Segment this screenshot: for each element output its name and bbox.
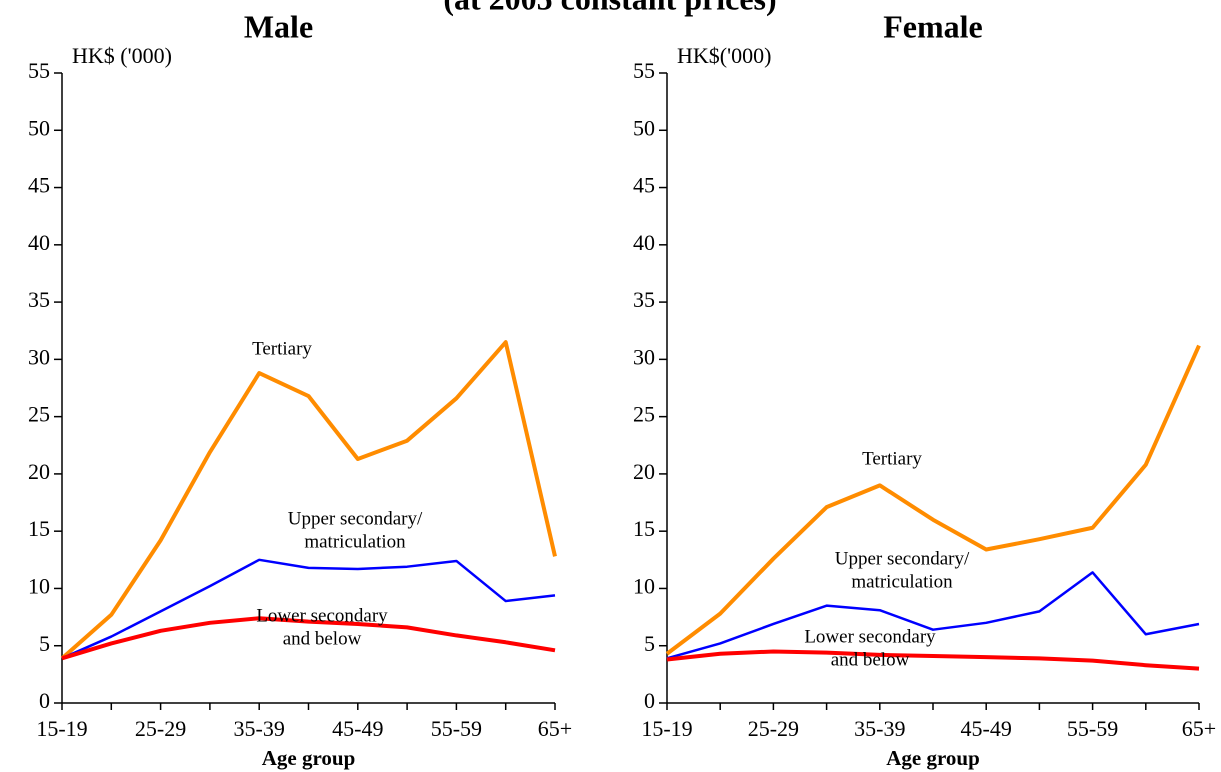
series-label: Lower secondary [256,605,388,626]
y-tick-label: 5 [39,631,50,656]
x-tick-label: 45-49 [961,716,1012,741]
x-tick-label: 15-19 [641,716,692,741]
series-line [61,558,556,660]
y-tick-label: 10 [633,574,655,599]
series-label: and below [283,628,362,649]
y-tick-label: 45 [28,173,50,198]
panel-title: Male [244,8,313,44]
series-label: matriculation [851,571,953,592]
series-label: Tertiary [252,338,312,359]
y-tick-label: 35 [633,287,655,312]
y-tick-label: 5 [644,631,655,656]
y-axis-label: HK$('000) [677,43,771,68]
y-tick-label: 0 [644,688,655,713]
x-tick-label: 35-39 [854,716,905,741]
y-tick-label: 10 [28,574,50,599]
y-tick-label: 55 [28,58,50,83]
y-tick-label: 30 [28,344,50,369]
page-title: (at 2005 constant prices) [443,0,776,16]
x-tick-label: 55-59 [431,716,482,741]
series-line [665,344,1201,656]
y-tick-label: 20 [28,459,50,484]
x-tick-label: 65+ [538,716,572,741]
y-tick-label: 50 [28,115,50,140]
y-tick-label: 25 [28,402,50,427]
y-tick-label: 55 [633,58,655,83]
series-label: Upper secondary/ [835,548,970,569]
series-line [60,340,557,660]
x-tick-label: 25-29 [135,716,186,741]
x-axis-label: Age group [886,746,980,770]
y-tick-label: 35 [28,287,50,312]
y-axis-label: HK$ ('000) [72,43,172,68]
x-tick-label: 25-29 [748,716,799,741]
y-tick-label: 15 [633,516,655,541]
y-tick-label: 45 [633,173,655,198]
x-tick-label: 45-49 [332,716,383,741]
series-line [61,616,556,661]
series-line [666,649,1200,671]
series-line [666,571,1200,660]
y-tick-label: 40 [28,230,50,255]
y-tick-label: 25 [633,402,655,427]
y-tick-label: 50 [633,115,655,140]
x-tick-label: 55-59 [1067,716,1118,741]
panel-title: Female [883,8,983,44]
y-tick-label: 15 [28,516,50,541]
series-label: Tertiary [862,448,922,469]
series-label: Lower secondary [804,626,936,647]
y-tick-label: 40 [633,230,655,255]
x-tick-label: 15-19 [36,716,87,741]
y-tick-label: 20 [633,459,655,484]
y-tick-label: 0 [39,688,50,713]
series-label: Upper secondary/ [288,508,423,529]
series-label: and below [831,649,910,670]
y-tick-label: 30 [633,344,655,369]
x-tick-label: 65+ [1182,716,1216,741]
x-axis-label: Age group [262,746,356,770]
series-label: matriculation [304,531,406,552]
x-tick-label: 35-39 [234,716,285,741]
